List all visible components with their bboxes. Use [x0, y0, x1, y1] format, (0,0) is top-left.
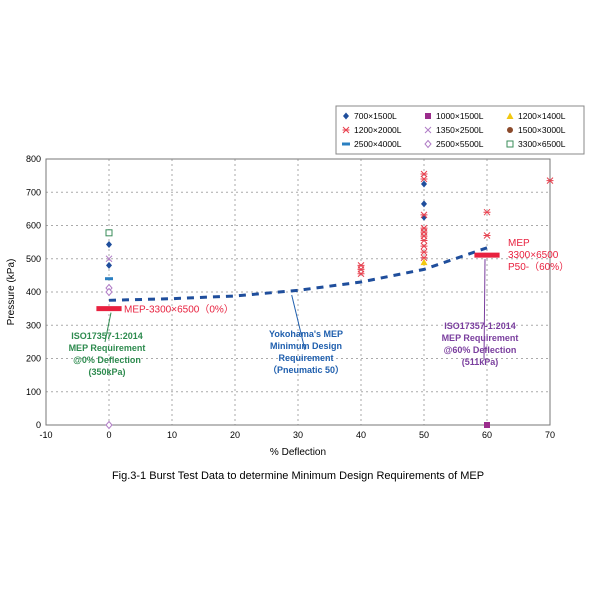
chart-title: Fig.3-1 Burst Test Data to determine Min… [112, 470, 484, 482]
annotation-arrow [483, 259, 486, 361]
data-point [420, 242, 428, 250]
legend-entry: 1350×2500L [436, 125, 484, 135]
data-point [420, 211, 428, 219]
annotation-text: Minimum Design [270, 341, 342, 351]
y-tick-label: 500 [26, 254, 41, 264]
x-tick-label: 40 [356, 430, 366, 440]
data-point [105, 229, 113, 237]
data-point [420, 175, 428, 183]
x-tick-label: 10 [167, 430, 177, 440]
legend-marker [506, 140, 514, 148]
legend-marker [424, 139, 432, 149]
legend-marker [342, 126, 350, 134]
legend-entry: 2500×4000L [354, 139, 402, 149]
requirement-label: MEP [508, 238, 530, 249]
data-point [484, 422, 490, 428]
data-point [105, 277, 113, 281]
legend-entry: 2500×5500L [436, 139, 484, 149]
annotation-text: Yokohama's MEP [269, 329, 343, 339]
x-tick-label: -10 [39, 430, 52, 440]
legend [335, 105, 585, 155]
x-tick-label: 60 [482, 430, 492, 440]
x-tick-label: 0 [106, 430, 111, 440]
annotation-text: （Pneumatic 50） [268, 365, 344, 375]
annotation-text: (350kPa) [88, 367, 125, 377]
requirement-label: MEP-3300×6500（0%） [124, 304, 234, 316]
legend-marker [425, 113, 431, 119]
data-point [420, 254, 428, 262]
data-point [420, 258, 428, 266]
x-tick-label: 70 [545, 430, 555, 440]
annotation-arrow [104, 312, 112, 343]
data-point [546, 177, 554, 184]
data-point [106, 240, 112, 248]
y-tick-label: 200 [26, 354, 41, 364]
data-point [420, 248, 428, 256]
y-tick-label: 600 [26, 221, 41, 231]
data-point [106, 261, 112, 269]
legend-marker [343, 112, 349, 120]
legend-entry: 1200×1400L [518, 111, 566, 121]
annotation-text: Requirement [278, 353, 333, 363]
data-point [105, 287, 113, 297]
x-axis-label: % Deflection [270, 447, 326, 458]
annotation-text: @0% Deflection [73, 355, 141, 365]
requirement-label: P50-（60%） [508, 261, 569, 273]
x-tick-label: 20 [230, 430, 240, 440]
data-point [105, 255, 113, 263]
data-point [420, 237, 428, 244]
data-point [420, 170, 428, 178]
y-tick-label: 100 [26, 387, 41, 397]
y-tick-label: 0 [36, 420, 41, 430]
annotation-text: (511kPa) [462, 357, 499, 367]
x-tick-label: 30 [293, 430, 303, 440]
annotation-text: ISO17357-1:2014 [444, 321, 516, 331]
legend-entry: 1500×3000L [518, 125, 566, 135]
yokohama-curve [108, 246, 488, 302]
y-tick-label: 400 [26, 287, 41, 297]
data-point [421, 200, 427, 208]
legend-marker [342, 142, 350, 146]
data-point [105, 420, 113, 430]
plot-frame [45, 158, 551, 426]
annotation-text: MEP Requirement [69, 343, 146, 353]
data-point [357, 270, 365, 278]
y-tick-label: 700 [26, 187, 41, 197]
x-tick-label: 50 [419, 430, 429, 440]
legend-marker [424, 126, 432, 134]
annotation-text: @60% Deflection [444, 345, 517, 355]
y-axis-label: Pressure (kPa) [6, 259, 17, 326]
legend-marker [507, 127, 513, 133]
legend-entry: 1200×2000L [354, 125, 402, 135]
data-point [421, 213, 427, 221]
legend-marker [506, 112, 514, 119]
legend-entry: 3300×6500L [518, 139, 566, 149]
legend-entry: 1000×1500L [436, 111, 484, 121]
data-point [483, 232, 491, 239]
annotation-text: MEP Requirement [442, 333, 519, 343]
requirement-label: 3300×6500 [508, 250, 559, 261]
data-point [483, 208, 491, 216]
annotation-arrow [291, 294, 306, 351]
y-tick-label: 800 [26, 154, 41, 164]
legend-entry: 700×1500L [354, 111, 397, 121]
y-tick-label: 300 [26, 320, 41, 330]
annotation-text: ISO17357-1:2014 [71, 331, 143, 341]
data-point [421, 180, 427, 188]
